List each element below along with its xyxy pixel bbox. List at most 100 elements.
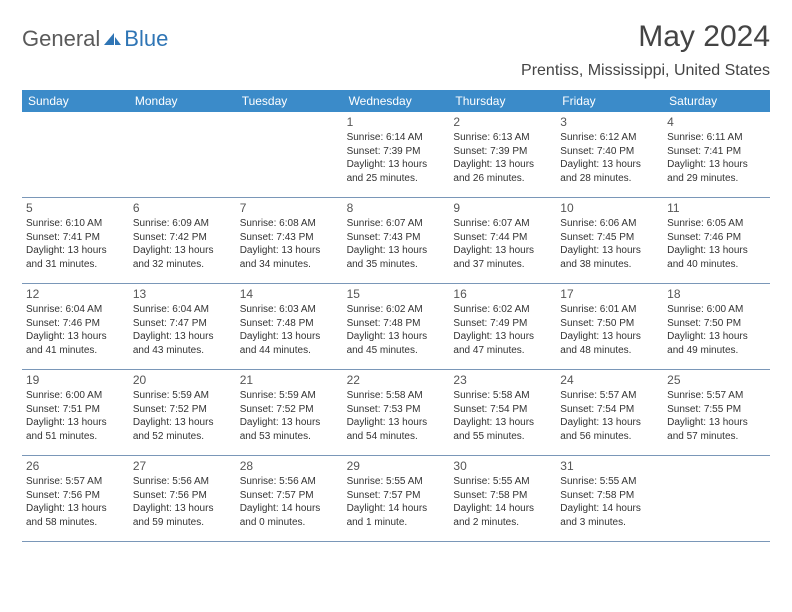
calendar-cell: 2Sunrise: 6:13 AMSunset: 7:39 PMDaylight…	[449, 112, 556, 198]
calendar-cell: 23Sunrise: 5:58 AMSunset: 7:54 PMDayligh…	[449, 370, 556, 456]
day-number: 4	[667, 115, 766, 129]
daylight-text-2: and 35 minutes.	[347, 258, 446, 272]
day-number: 15	[347, 287, 446, 301]
daylight-text-1: Daylight: 13 hours	[453, 244, 552, 258]
sunrise-text: Sunrise: 6:12 AM	[560, 131, 659, 145]
daylight-text-2: and 47 minutes.	[453, 344, 552, 358]
sunrise-text: Sunrise: 6:02 AM	[453, 303, 552, 317]
day-number: 31	[560, 459, 659, 473]
sunrise-text: Sunrise: 6:11 AM	[667, 131, 766, 145]
sunset-text: Sunset: 7:52 PM	[133, 403, 232, 417]
calendar-cell: 7Sunrise: 6:08 AMSunset: 7:43 PMDaylight…	[236, 198, 343, 284]
daylight-text-1: Daylight: 13 hours	[560, 330, 659, 344]
sunrise-text: Sunrise: 6:04 AM	[133, 303, 232, 317]
page-header: General Blue May 2024 Prentiss, Mississi…	[22, 20, 770, 80]
sunrise-text: Sunrise: 5:57 AM	[667, 389, 766, 403]
sunrise-text: Sunrise: 5:59 AM	[240, 389, 339, 403]
calendar-cell: 6Sunrise: 6:09 AMSunset: 7:42 PMDaylight…	[129, 198, 236, 284]
sunrise-text: Sunrise: 5:59 AM	[133, 389, 232, 403]
calendar-cell	[22, 112, 129, 198]
daylight-text-2: and 48 minutes.	[560, 344, 659, 358]
daylight-text-1: Daylight: 13 hours	[26, 416, 125, 430]
calendar-cell	[236, 112, 343, 198]
calendar-cell: 19Sunrise: 6:00 AMSunset: 7:51 PMDayligh…	[22, 370, 129, 456]
logo-sail-icon	[102, 31, 122, 47]
sunset-text: Sunset: 7:46 PM	[26, 317, 125, 331]
sunset-text: Sunset: 7:39 PM	[347, 145, 446, 159]
day-number: 16	[453, 287, 552, 301]
sunrise-text: Sunrise: 5:58 AM	[453, 389, 552, 403]
daylight-text-1: Daylight: 14 hours	[240, 502, 339, 516]
day-number: 27	[133, 459, 232, 473]
daylight-text-1: Daylight: 13 hours	[560, 416, 659, 430]
sunset-text: Sunset: 7:56 PM	[26, 489, 125, 503]
daylight-text-1: Daylight: 13 hours	[133, 330, 232, 344]
sunset-text: Sunset: 7:42 PM	[133, 231, 232, 245]
daylight-text-2: and 25 minutes.	[347, 172, 446, 186]
daylight-text-1: Daylight: 13 hours	[240, 244, 339, 258]
sunrise-text: Sunrise: 6:00 AM	[26, 389, 125, 403]
daylight-text-1: Daylight: 13 hours	[453, 416, 552, 430]
daylight-text-2: and 55 minutes.	[453, 430, 552, 444]
sunset-text: Sunset: 7:41 PM	[667, 145, 766, 159]
sunset-text: Sunset: 7:48 PM	[240, 317, 339, 331]
calendar-body: 1Sunrise: 6:14 AMSunset: 7:39 PMDaylight…	[22, 112, 770, 542]
calendar-cell: 30Sunrise: 5:55 AMSunset: 7:58 PMDayligh…	[449, 456, 556, 542]
daylight-text-1: Daylight: 14 hours	[453, 502, 552, 516]
sunrise-text: Sunrise: 6:00 AM	[667, 303, 766, 317]
day-number: 8	[347, 201, 446, 215]
sunrise-text: Sunrise: 5:57 AM	[560, 389, 659, 403]
daylight-text-2: and 34 minutes.	[240, 258, 339, 272]
sunset-text: Sunset: 7:48 PM	[347, 317, 446, 331]
calendar-cell: 15 Sunrise: 6:02 AMSunset: 7:48 PMDayligh…	[343, 284, 450, 370]
sunrise-text: Sunrise: 6:08 AM	[240, 217, 339, 231]
calendar-cell: 3Sunrise: 6:12 AMSunset: 7:40 PMDaylight…	[556, 112, 663, 198]
sunrise-text: Sunrise: 6:05 AM	[667, 217, 766, 231]
daylight-text-1: Daylight: 13 hours	[26, 502, 125, 516]
calendar-cell: 28Sunrise: 5:56 AMSunset: 7:57 PMDayligh…	[236, 456, 343, 542]
calendar-cell: 20Sunrise: 5:59 AMSunset: 7:52 PMDayligh…	[129, 370, 236, 456]
daylight-text-2: and 28 minutes.	[560, 172, 659, 186]
daylight-text-2: and 37 minutes.	[453, 258, 552, 272]
weekday-header: Friday	[556, 90, 663, 112]
logo-text-blue: Blue	[124, 26, 168, 52]
calendar-cell: 25Sunrise: 5:57 AMSunset: 7:55 PMDayligh…	[663, 370, 770, 456]
sunrise-text: Sunrise: 5:56 AM	[133, 475, 232, 489]
calendar-cell: 18Sunrise: 6:00 AMSunset: 7:50 PMDayligh…	[663, 284, 770, 370]
calendar-cell: 24Sunrise: 5:57 AMSunset: 7:54 PMDayligh…	[556, 370, 663, 456]
sunrise-text: Sunrise: 6:02 AM	[347, 303, 446, 317]
calendar-cell	[663, 456, 770, 542]
sunset-text: Sunset: 7:46 PM	[667, 231, 766, 245]
daylight-text-2: and 54 minutes.	[347, 430, 446, 444]
sunrise-text: Sunrise: 5:58 AM	[347, 389, 446, 403]
sunrise-text: Sunrise: 5:56 AM	[240, 475, 339, 489]
calendar-cell: 1Sunrise: 6:14 AMSunset: 7:39 PMDaylight…	[343, 112, 450, 198]
day-number: 29	[347, 459, 446, 473]
sunrise-text: Sunrise: 6:01 AM	[560, 303, 659, 317]
daylight-text-1: Daylight: 13 hours	[560, 158, 659, 172]
daylight-text-1: Daylight: 13 hours	[133, 502, 232, 516]
day-number: 6	[133, 201, 232, 215]
daylight-text-1: Daylight: 13 hours	[347, 330, 446, 344]
daylight-text-2: and 59 minutes.	[133, 516, 232, 530]
sunset-text: Sunset: 7:50 PM	[667, 317, 766, 331]
daylight-text-1: Daylight: 13 hours	[453, 158, 552, 172]
day-number: 21	[240, 373, 339, 387]
sunrise-text: Sunrise: 6:14 AM	[347, 131, 446, 145]
daylight-text-2: and 56 minutes.	[560, 430, 659, 444]
daylight-text-1: Daylight: 14 hours	[560, 502, 659, 516]
day-number: 10	[560, 201, 659, 215]
daylight-text-2: and 45 minutes.	[347, 344, 446, 358]
weekday-header: Saturday	[663, 90, 770, 112]
calendar-cell: 22Sunrise: 5:58 AMSunset: 7:53 PMDayligh…	[343, 370, 450, 456]
sunrise-text: Sunrise: 6:13 AM	[453, 131, 552, 145]
daylight-text-1: Daylight: 13 hours	[667, 244, 766, 258]
daylight-text-2: and 26 minutes.	[453, 172, 552, 186]
daylight-text-1: Daylight: 13 hours	[667, 416, 766, 430]
sunset-text: Sunset: 7:45 PM	[560, 231, 659, 245]
day-number: 25	[667, 373, 766, 387]
calendar-cell: 16Sunrise: 6:02 AMSunset: 7:49 PMDayligh…	[449, 284, 556, 370]
daylight-text-1: Daylight: 13 hours	[453, 330, 552, 344]
day-number: 22	[347, 373, 446, 387]
sunset-text: Sunset: 7:43 PM	[240, 231, 339, 245]
